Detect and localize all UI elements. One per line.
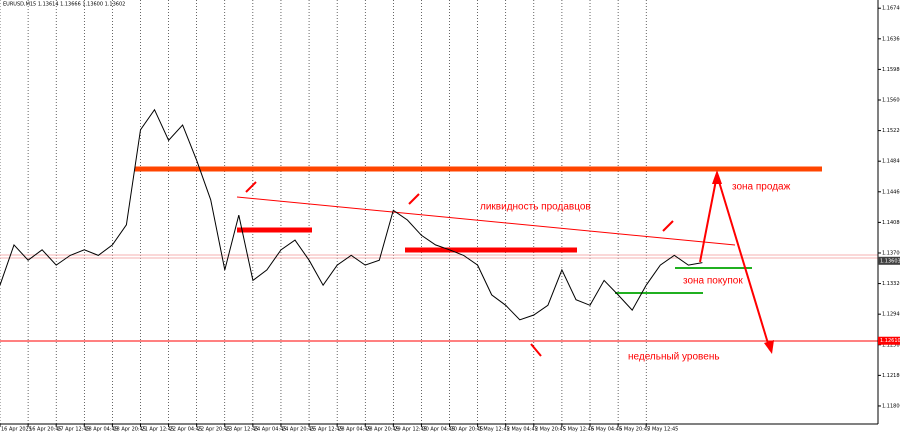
x-tick-label: 16 Apr 20:45 (29, 427, 62, 433)
x-tick-label: 7 May 12:45 (647, 427, 678, 433)
y-tick-label: 1.16740 (882, 6, 900, 12)
annotation: недельный уровень (628, 352, 720, 363)
arrow-head (712, 170, 722, 184)
y-tick-label: 1.13700 (882, 250, 900, 256)
y-tick-label: 1.14080 (882, 220, 900, 226)
x-tick-label: 5 May 12:45 (563, 427, 594, 433)
x-tick-label: 18 Apr 20:45 (113, 427, 146, 433)
x-tick-label: 6 May 04:45 (591, 427, 622, 433)
x-tick-label: 23 Apr 12:45 (226, 427, 259, 433)
y-tick-label: 1.12180 (882, 373, 900, 379)
x-tick-label: 30 Apr 20:45 (451, 427, 484, 433)
x-tick-label: 24 Apr 20:45 (282, 427, 315, 433)
y-tick-label: 1.13320 (882, 281, 900, 287)
pointer-arrow (408, 193, 420, 205)
x-tick-label: 29 Apr 12:45 (394, 427, 427, 433)
x-tick-label: 2 May 20:45 (535, 427, 566, 433)
y-tick-label: 1.11800 (882, 403, 900, 409)
y-tick-label: 1.16360 (882, 36, 900, 42)
y-tick-label: 1.12560 (882, 342, 900, 348)
x-tick-label: 16 Apr 2025 (1, 427, 32, 433)
y-tick-label: 1.15600 (882, 98, 900, 104)
x-tick-label: 1 May 12:45 (479, 427, 510, 433)
x-tick-label: 6 May 20:45 (619, 427, 650, 433)
price-marker-label: 1.13603 (880, 258, 900, 264)
x-tick-label: 21 Apr 12:45 (141, 427, 174, 433)
trend-line (236, 196, 736, 246)
price-marker (878, 256, 900, 265)
x-tick-label: 17 Apr 12:45 (57, 427, 90, 433)
x-tick-label: 22 Apr 20:45 (198, 427, 231, 433)
x-tick-label: 28 Apr 20:45 (366, 427, 399, 433)
annotation-shapes (0, 166, 878, 357)
x-tick-label: 22 Apr 04:45 (170, 427, 203, 433)
x-tick-label: 2 May 04:45 (507, 427, 538, 433)
y-tick-label: 1.14840 (882, 159, 900, 165)
x-tick-label: 18 Apr 04:45 (85, 427, 118, 433)
price-marker (878, 336, 900, 345)
price-marker-label: 1.12610 (880, 338, 900, 344)
x-tick-label: 30 Apr 04:45 (422, 427, 455, 433)
x-tick-label: 24 Apr 04:45 (254, 427, 287, 433)
chart-title: EURUSD,M15 1.13614 1.13666 1.13600 1.136… (3, 2, 125, 8)
y-tick-label: 1.15980 (882, 67, 900, 73)
arrow-head (764, 340, 774, 354)
x-tick-label: 25 Apr 12:45 (310, 427, 343, 433)
y-tick-label: 1.15220 (882, 128, 900, 134)
price-line (0, 108, 703, 321)
pointer-arrow (662, 220, 674, 232)
annotation: ликвидность продавцов (480, 202, 591, 213)
annotation: зона покупок (683, 276, 743, 287)
pointer-arrow (530, 343, 542, 357)
y-tick-label: 1.12940 (882, 312, 900, 318)
pointer-arrow (245, 181, 257, 193)
x-tick-label: 28 Apr 04:45 (338, 427, 371, 433)
annotation: зона продаж (732, 182, 791, 193)
y-tick-label: 1.14460 (882, 189, 900, 195)
plot (0, 108, 703, 321)
